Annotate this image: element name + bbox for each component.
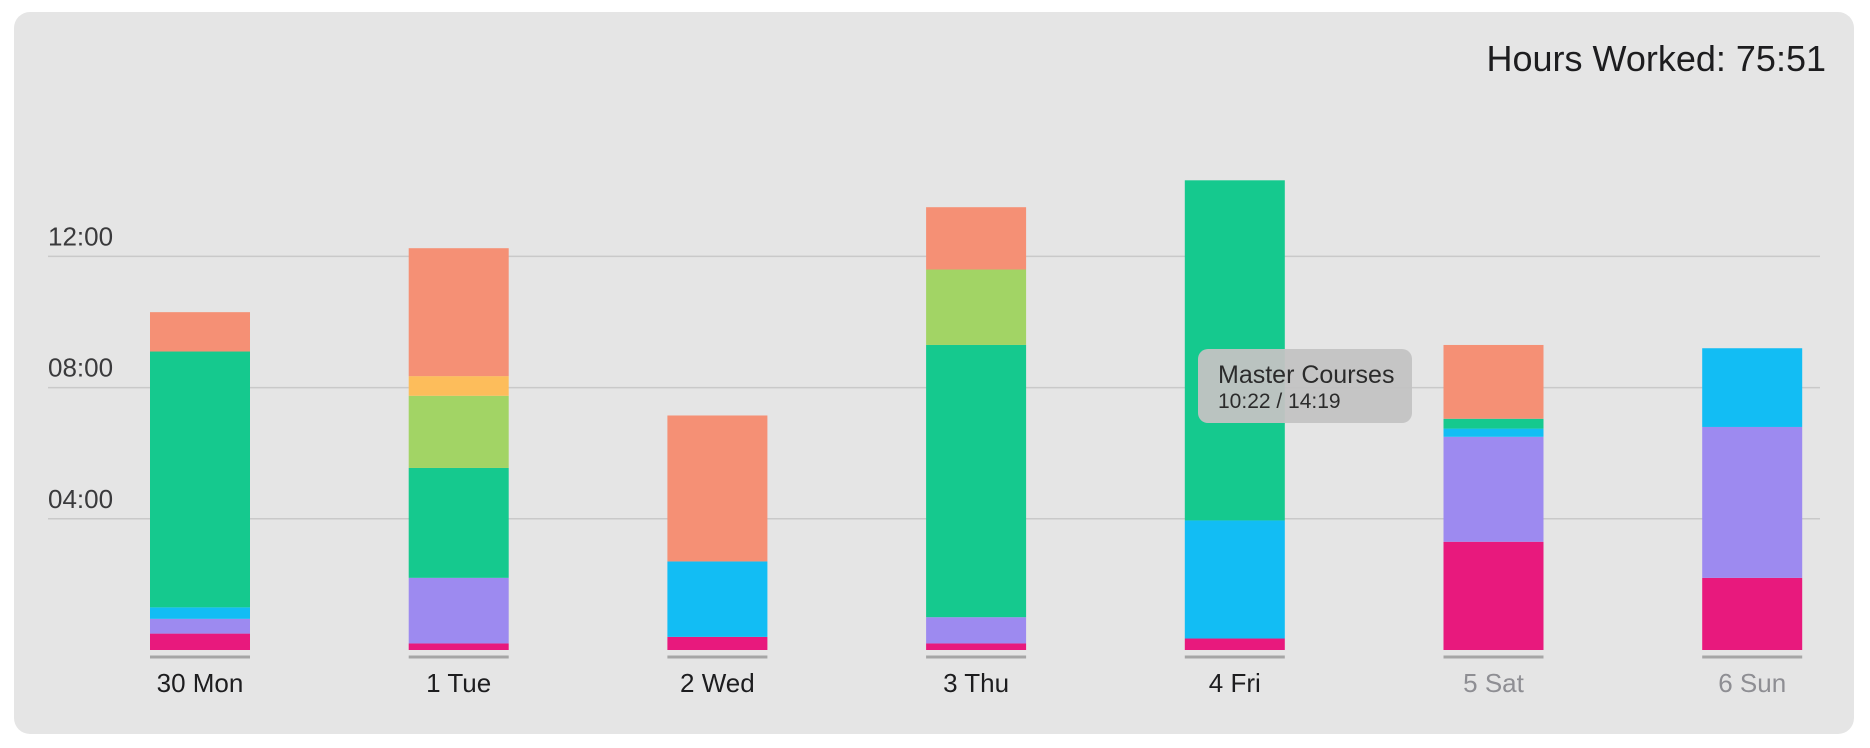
- hours-worked-label: Hours Worked:: [1486, 38, 1726, 79]
- x-tick-label: 4 Fri: [1209, 668, 1261, 698]
- bar-segment[interactable]: [150, 633, 250, 650]
- bar-segment[interactable]: [1702, 348, 1803, 427]
- bar-segment[interactable]: [1184, 638, 1285, 650]
- bar-segment[interactable]: [926, 344, 1027, 618]
- bar-segment[interactable]: [1443, 344, 1544, 419]
- x-tick-label: 6 Sun: [1718, 668, 1786, 698]
- y-tick-label: 04:00: [48, 484, 113, 514]
- bar-segment[interactable]: [150, 351, 250, 608]
- bar-segment[interactable]: [408, 643, 509, 650]
- tooltip-title: Master Courses: [1218, 361, 1395, 389]
- bar-segment[interactable]: [1443, 428, 1544, 437]
- bar-segment[interactable]: [926, 617, 1027, 644]
- x-tick-label: 1 Tue: [426, 668, 491, 698]
- bar-segment[interactable]: [408, 376, 509, 396]
- bar-segment[interactable]: [926, 207, 1027, 270]
- bar-segment[interactable]: [150, 618, 250, 634]
- bar-segment[interactable]: [408, 395, 509, 468]
- x-tick-label: 30 Mon: [157, 668, 244, 698]
- bar-segment[interactable]: [408, 577, 509, 644]
- bar-segment[interactable]: [1443, 541, 1544, 650]
- bar-segment[interactable]: [1702, 577, 1803, 650]
- bar-segment[interactable]: [408, 248, 509, 377]
- bar-segment[interactable]: [1443, 418, 1544, 429]
- bar-segment[interactable]: [150, 312, 250, 352]
- y-tick-label: 08:00: [48, 353, 113, 383]
- x-tick-label: 2 Wed: [680, 668, 755, 698]
- bar-segment[interactable]: [1443, 436, 1544, 542]
- bar-segment[interactable]: [926, 269, 1027, 345]
- hours-worked-value: 75:51: [1735, 38, 1826, 79]
- bar-segment[interactable]: [667, 636, 768, 650]
- bar-tooltip: Master Courses 10:22 / 14:19: [1198, 349, 1412, 423]
- y-tick-label: 12:00: [48, 221, 113, 251]
- bar-segment[interactable]: [667, 415, 768, 562]
- bar-segment[interactable]: [1184, 520, 1285, 639]
- x-tick-label: 3 Thu: [943, 668, 1009, 698]
- hours-worked-total: Hours Worked: 75:51: [1486, 38, 1826, 80]
- x-tick-label: 5 Sat: [1463, 668, 1524, 698]
- bar-segment[interactable]: [150, 607, 250, 619]
- bar-segment[interactable]: [408, 467, 509, 578]
- bar-segment[interactable]: [1702, 426, 1803, 578]
- bar-segment[interactable]: [926, 643, 1027, 650]
- tooltip-value: 10:22 / 14:19: [1218, 390, 1341, 413]
- bar-segment[interactable]: [667, 561, 768, 637]
